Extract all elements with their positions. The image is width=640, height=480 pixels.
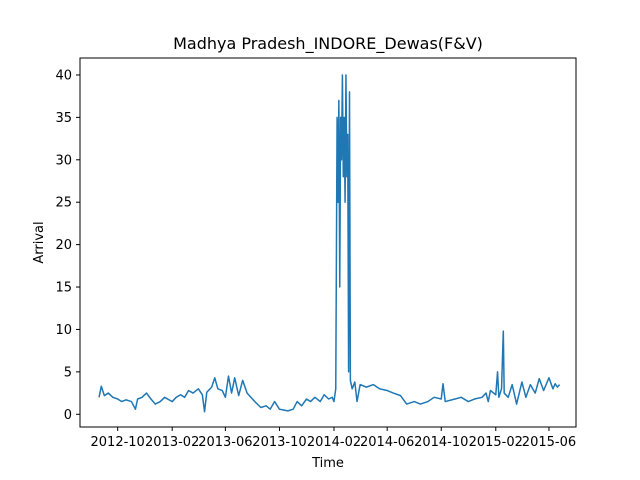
y-tick-label: 5: [64, 365, 72, 380]
y-tick-label: 40: [55, 68, 72, 83]
y-tick-label: 25: [55, 196, 72, 211]
x-tick-label: 2012-10: [91, 435, 145, 450]
x-tick-label: 2013-10: [252, 435, 306, 450]
x-tick-label: 2015-02: [469, 435, 523, 450]
x-axis-label: Time: [311, 456, 344, 471]
plot-frame: [79, 57, 577, 428]
x-tick-label: 2014-10: [414, 435, 468, 450]
x-tick-label: 2015-06: [522, 435, 576, 450]
plot-area: [79, 57, 577, 428]
series-line: [98, 74, 561, 413]
y-tick-label: 10: [55, 323, 72, 338]
x-tick-label: 2014-02: [307, 435, 361, 450]
y-axis-label: Arrival: [32, 221, 47, 263]
y-tick-label: 35: [55, 111, 72, 126]
y-tick-label: 0: [64, 408, 72, 423]
y-tick-label: 30: [55, 153, 72, 168]
x-tick-label: 2013-06: [198, 435, 252, 450]
chart-title: Madhya Pradesh_INDORE_Dewas(F&V): [173, 34, 483, 54]
y-tick-label: 20: [55, 238, 72, 253]
x-tick-label: 2014-06: [360, 435, 414, 450]
y-tick-label: 15: [55, 281, 72, 296]
y-axis-ticks: 0 5 10 15 20 25 30 35 40: [55, 68, 80, 423]
x-tick-label: 2013-02: [145, 435, 199, 450]
